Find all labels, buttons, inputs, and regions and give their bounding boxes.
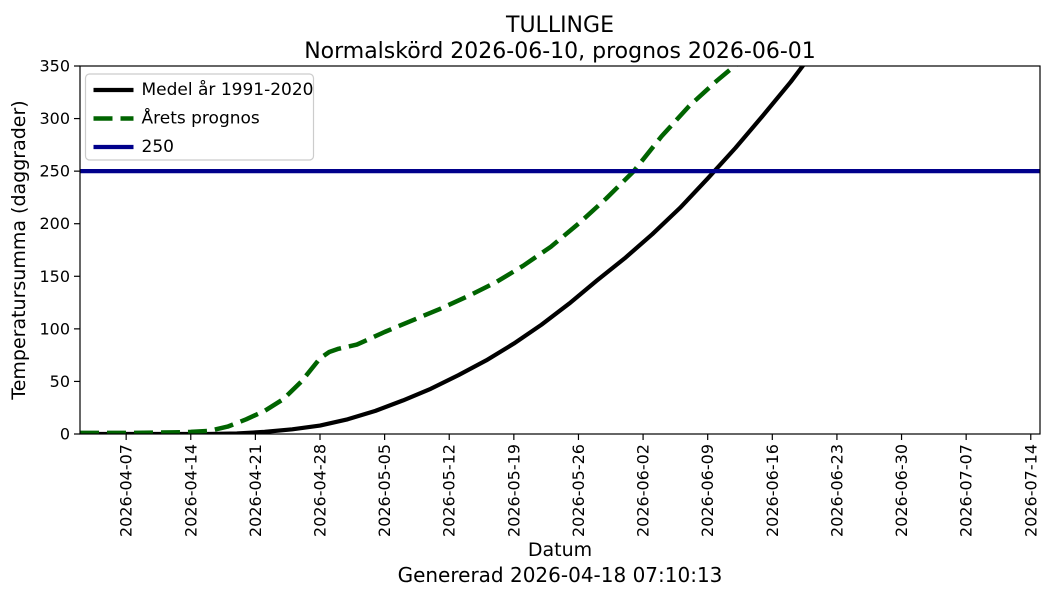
y-tick-label: 300 (39, 109, 70, 128)
y-tick-label: 0 (60, 425, 70, 444)
chart-series (80, 66, 1040, 434)
y-tick-label: 250 (39, 162, 70, 181)
y-axis-label: Temperatursumma (daggrader) (8, 100, 30, 400)
y-tick-label: 100 (39, 319, 70, 338)
chart-title-line2: Normalskörd 2026-06-10, prognos 2026-06-… (304, 39, 816, 64)
plot-frame (79, 65, 1041, 435)
x-tick-label: 2026-05-05 (375, 444, 394, 537)
y-tick-label: 50 (50, 372, 70, 391)
x-tick-label: 2026-05-26 (569, 444, 588, 537)
x-axis-label: Datum (528, 539, 592, 561)
legend-label: Årets prognos (142, 107, 260, 129)
x-tick-label: 2026-04-21 (246, 444, 265, 537)
x-tick-label: 2026-04-14 (181, 444, 200, 537)
x-tick-label: 2026-06-16 (763, 444, 782, 537)
x-tick-label: 2026-06-30 (892, 444, 911, 537)
legend-label: Medel år 1991-2020 (142, 79, 314, 100)
x-tick-label: 2026-05-19 (504, 444, 523, 537)
x-tick-label: 2026-04-28 (311, 444, 330, 537)
chart-title-line1: TULLINGE (505, 13, 614, 38)
legend-box (84, 73, 315, 161)
x-tick-label: 2026-06-02 (634, 444, 653, 537)
series-line (80, 66, 739, 434)
legend-label: 250 (142, 137, 174, 157)
generated-timestamp: Genererad 2026-04-18 07:10:13 (398, 563, 723, 587)
x-tick-label: 2026-05-12 (440, 444, 459, 537)
x-tick-label: 2026-06-23 (827, 444, 846, 537)
series-line (80, 66, 806, 434)
chart-legend: Medel år 1991-2020 Årets prognos 250 (84, 73, 315, 161)
x-tick-label: 2026-04-07 (117, 444, 136, 537)
y-tick-label: 350 (39, 57, 70, 76)
x-tick-label: 2026-06-09 (698, 444, 717, 537)
x-tick-label: 2026-07-07 (957, 444, 976, 537)
chart-axes: 2026-04-07 2026-04-14 2026-04-21 2026-04-28… (39, 57, 1041, 537)
y-tick-label: 200 (39, 214, 70, 233)
y-tick-label: 150 (39, 267, 70, 286)
x-tick-label: 2026-07-14 (1021, 444, 1040, 537)
